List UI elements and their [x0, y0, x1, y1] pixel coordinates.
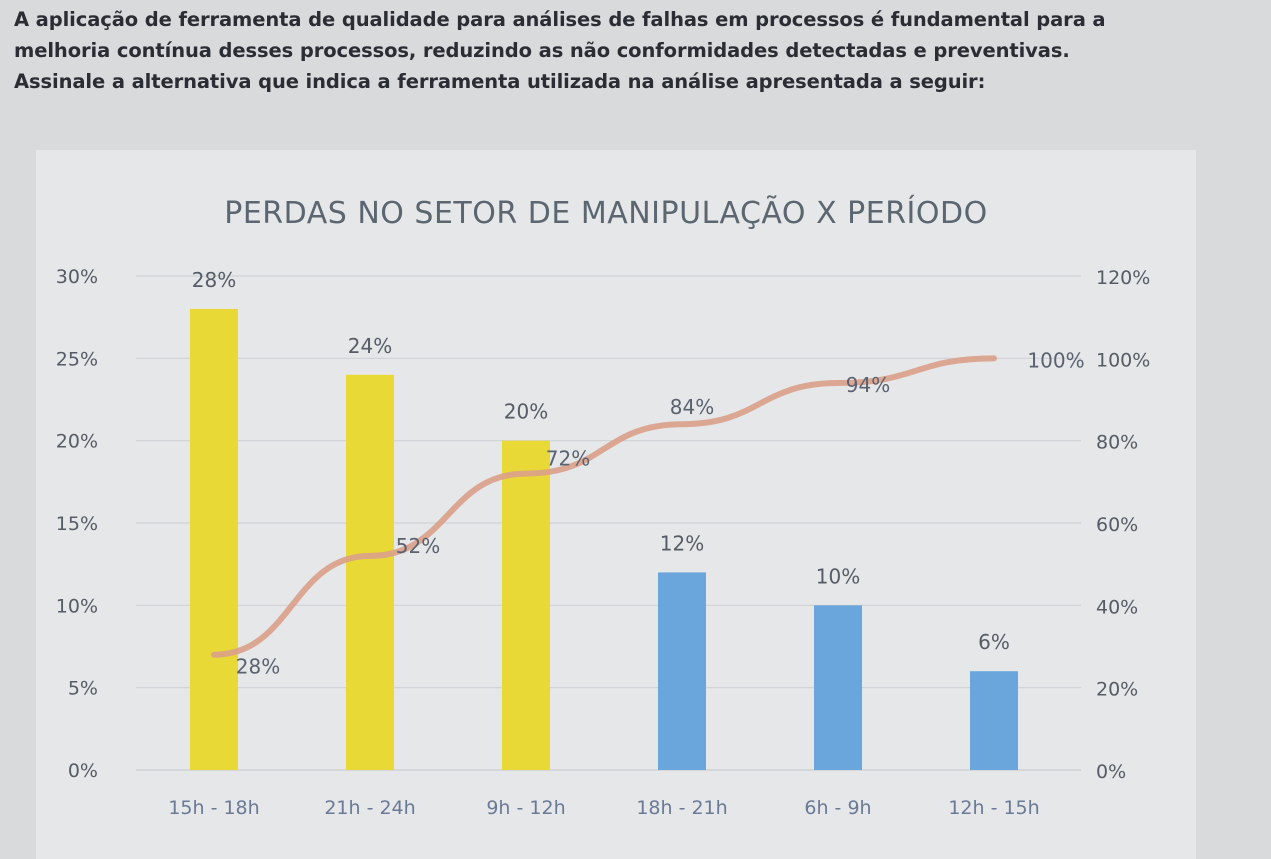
cumulative-line [211, 355, 997, 658]
line-data-label: 94% [846, 373, 890, 397]
bar [970, 671, 1018, 770]
left-axis: 0% 5% 10% 15% 20% 25% 30% [56, 266, 98, 782]
chart-panel: PERDAS NO SETOR DE MANIPULAÇÃO X PERÍODO… [36, 150, 1196, 859]
right-axis: 0% 20% 40% 60% 80% 100% 120% [1096, 267, 1150, 783]
bar [346, 374, 394, 770]
right-axis-tick-label: 0% [1096, 761, 1126, 783]
left-axis-tick-label: 10% [56, 595, 98, 617]
bar-series: 28% 24% 20% 12% 10% 6% [190, 268, 1018, 770]
bar-data-label: 28% [192, 268, 236, 292]
question-text: A aplicação de ferramenta de qualidade p… [14, 4, 1259, 97]
bar-data-label: 12% [660, 531, 704, 555]
right-axis-tick-label: 40% [1096, 596, 1138, 618]
x-category-label: 9h - 12h [486, 797, 565, 819]
bar [190, 308, 238, 770]
x-category-label: 6h - 9h [804, 797, 871, 819]
left-axis-tick-label: 5% [68, 678, 98, 700]
bar [814, 605, 862, 770]
bar-data-label: 24% [348, 334, 392, 358]
line-data-label: 84% [670, 395, 714, 419]
left-axis-tick-label: 20% [56, 431, 98, 453]
line-data-label: 52% [396, 534, 440, 558]
line-data-label: 100% [1027, 348, 1084, 372]
left-axis-tick-label: 15% [56, 513, 98, 535]
x-category-label: 12h - 15h [948, 797, 1039, 819]
bar [502, 440, 550, 770]
bar [658, 572, 706, 770]
bar-data-label: 6% [978, 630, 1010, 654]
right-axis-tick-label: 80% [1096, 432, 1138, 454]
x-category-label: 15h - 18h [168, 797, 259, 819]
pareto-chart: PERDAS NO SETOR DE MANIPULAÇÃO X PERÍODO… [56, 195, 1151, 819]
cumulative-line-series: 28% 52% 72% 84% 94% 100% [211, 348, 1085, 679]
left-axis-tick-label: 0% [68, 760, 98, 782]
bar-data-label: 20% [504, 400, 548, 424]
question-line-3: Assinale a alternativa que indica a ferr… [14, 70, 986, 93]
question-line-1: A aplicação de ferramenta de qualidade p… [14, 8, 1106, 31]
right-axis-tick-label: 20% [1096, 679, 1138, 701]
x-category-label: 21h - 24h [324, 797, 415, 819]
gridlines [136, 275, 1081, 771]
chart-title: PERDAS NO SETOR DE MANIPULAÇÃO X PERÍODO [224, 195, 987, 231]
right-axis-tick-label: 120% [1096, 267, 1150, 289]
left-axis-tick-label: 25% [56, 348, 98, 370]
line-data-label: 28% [236, 655, 280, 679]
right-axis-tick-label: 60% [1096, 514, 1138, 536]
x-axis: 15h - 18h 21h - 24h 9h - 12h 18h - 21h 6h - … [168, 797, 1039, 819]
bar-data-label: 10% [816, 564, 860, 588]
left-axis-tick-label: 30% [56, 266, 98, 288]
line-data-label: 72% [546, 447, 590, 471]
x-category-label: 18h - 21h [636, 797, 727, 819]
question-line-2: melhoria contínua desses processos, redu… [14, 39, 1070, 62]
right-axis-tick-label: 100% [1096, 349, 1150, 371]
